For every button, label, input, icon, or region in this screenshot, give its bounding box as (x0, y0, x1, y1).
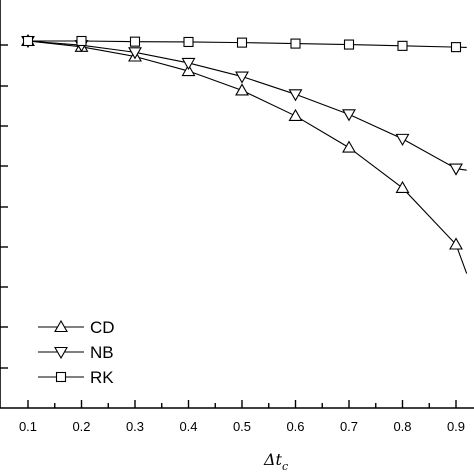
x-tick-label: 0.9 (447, 419, 465, 434)
series-group (21, 33, 468, 274)
legend-marker-nb (54, 346, 68, 360)
x-tick-label: 0.1 (19, 419, 37, 434)
data-point-rk (450, 42, 462, 53)
y-ticks (0, 44, 8, 369)
data-point-cd (288, 108, 303, 121)
x-tick-label: 0.3 (126, 419, 144, 434)
data-point-nb (181, 57, 196, 71)
legend-item-cd: CD (38, 318, 115, 337)
legend: CD NB RK (38, 318, 115, 387)
legend-label: NB (90, 343, 114, 362)
data-point-cd (342, 140, 356, 153)
x-axis-title-subscript: c (282, 460, 288, 473)
data-point-rk (343, 39, 355, 50)
data-point-rk (397, 40, 408, 51)
data-point-rk (129, 36, 141, 47)
series-cd (21, 33, 468, 274)
x-axis-title: Δtc (263, 450, 288, 473)
data-point-rk (290, 38, 301, 49)
x-tick-label: 0.6 (286, 419, 304, 434)
x-axis-title-main: Δt (263, 450, 283, 469)
data-point-cd (395, 180, 410, 194)
legend-label: CD (90, 318, 115, 337)
x-tick-label: 0.5 (233, 419, 251, 434)
legend-label: RK (90, 368, 114, 387)
series-nb (21, 35, 467, 176)
data-point-rk (183, 36, 194, 48)
data-point-nb (342, 109, 356, 122)
x-tick-label: 0.8 (393, 419, 411, 434)
series-line-rk (28, 40, 467, 49)
legend-item-nb: NB (38, 343, 114, 362)
x-tick-label: 0.2 (72, 419, 90, 434)
data-point-cd (235, 83, 249, 96)
axes (0, 0, 474, 409)
data-point-nb (288, 89, 303, 102)
data-point-cd (449, 237, 463, 250)
data-point-nb (128, 47, 142, 60)
legend-marker-rk (55, 371, 67, 383)
data-point-nb (235, 71, 249, 84)
data-point-rk (236, 37, 248, 48)
data-point-nb (395, 133, 410, 146)
data-point-rk (22, 35, 34, 47)
legend-marker-cd (54, 319, 68, 333)
data-point-cd (181, 63, 196, 77)
series-rk (22, 35, 467, 53)
x-tick-label: 0.7 (340, 419, 358, 434)
series-line-cd (27, 40, 468, 274)
series-line-nb (27, 40, 467, 171)
x-tick-label: 0.4 (179, 419, 197, 434)
legend-item-rk: RK (38, 368, 114, 387)
data-point-rk (76, 35, 87, 47)
data-point-nb (449, 163, 463, 176)
x-ticks: 0.1 0.2 0.3 0.4 0.5 0.6 0.7 0.8 0.9 (19, 400, 465, 434)
